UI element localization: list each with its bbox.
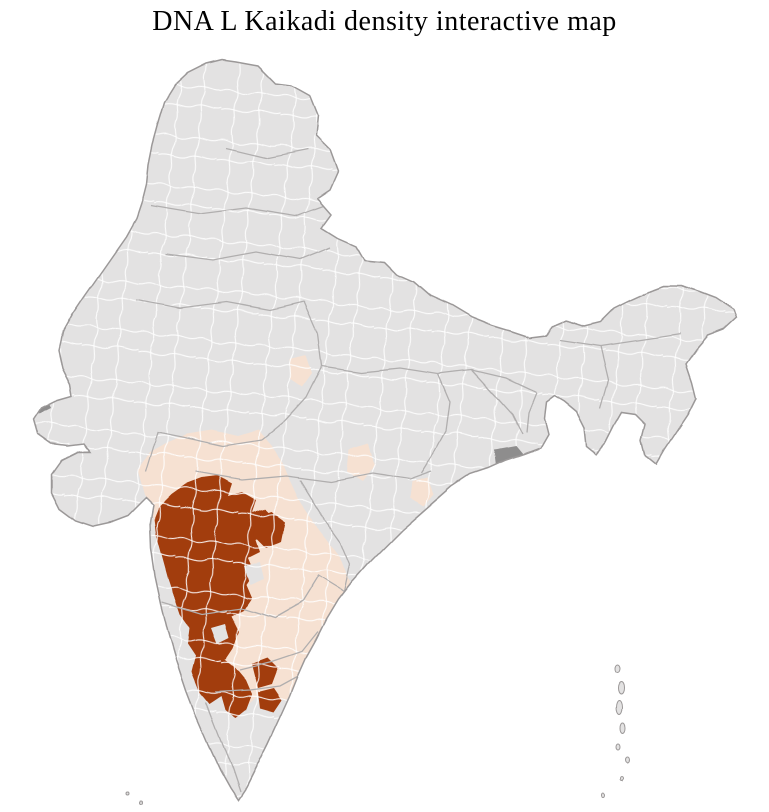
state-borders	[135, 147, 681, 793]
coastline-outline	[33, 59, 738, 802]
lakshadweep-islands	[126, 791, 144, 804]
district-borders-overlay	[34, 60, 737, 800]
map-layers	[33, 59, 738, 804]
choropleth-layers	[34, 60, 737, 800]
andaman-nicobar-islands[interactable]	[602, 664, 630, 798]
page-title: DNA L Kaikadi density interactive map	[152, 6, 617, 37]
